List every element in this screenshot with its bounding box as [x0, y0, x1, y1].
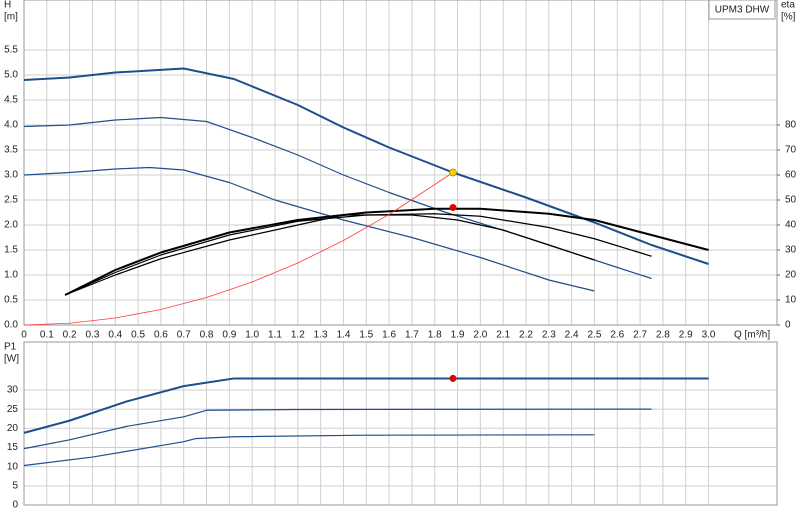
y-axis-label: [m]	[4, 12, 18, 23]
y-tick-label: 4.0	[4, 120, 18, 131]
y2-tick-label: 70	[785, 145, 797, 156]
curve	[23, 172, 454, 326]
x-tick-label: 1.1	[268, 330, 282, 341]
operating-point	[449, 168, 457, 177]
y-tick-label: 2.5	[4, 195, 18, 206]
y-tick-label: 3.5	[4, 145, 18, 156]
y2-tick-label: 30	[785, 245, 797, 256]
y-tick-label: 25	[7, 404, 19, 415]
curve	[23, 166, 595, 292]
x-tick-label: 2.3	[542, 330, 556, 341]
x-tick-label: 1.6	[382, 330, 396, 341]
x-tick-label: 0.2	[63, 330, 77, 341]
y-tick-label: 0.0	[4, 320, 18, 331]
y2-tick-label: 60	[785, 170, 797, 181]
y2-tick-label: 50	[785, 195, 797, 206]
curve	[64, 207, 709, 296]
x-tick-label: 1.2	[291, 330, 305, 341]
x-tick-label: 1.7	[405, 330, 419, 341]
y-axis-label: H	[4, 0, 11, 11]
y-axis-label: [W]	[4, 354, 19, 365]
y2-tick-label: 20	[785, 270, 797, 281]
x-tick-label: 1.4	[337, 330, 351, 341]
x-tick-label: 0.4	[108, 330, 122, 341]
x-tick-label: 0.6	[154, 330, 168, 341]
y-tick-label: 30	[7, 385, 19, 396]
y2-tick-label: 80	[785, 120, 797, 131]
y-tick-label: 0	[12, 500, 18, 511]
x-tick-label: 2.9	[679, 330, 693, 341]
curve	[23, 67, 709, 265]
y-tick-label: 1.5	[4, 245, 18, 256]
operating-point	[449, 374, 457, 382]
y2-axis-label: eta	[781, 0, 795, 11]
x-tick-label: 2.1	[496, 330, 510, 341]
x-tick-label: 1.5	[359, 330, 373, 341]
y2-tick-label: 0	[785, 320, 791, 331]
y-tick-label: 5.5	[4, 45, 18, 56]
y2-axis-label: [%]	[781, 12, 796, 23]
curve	[64, 214, 595, 296]
x-tick-label: 1.0	[245, 330, 259, 341]
y2-tick-label: 40	[785, 220, 797, 231]
y-tick-label: 20	[7, 423, 19, 434]
plot-frame	[23, 341, 778, 506]
curve	[23, 408, 652, 450]
curve	[23, 434, 595, 467]
legend-label: UPM3 DHW	[715, 5, 770, 16]
x-tick-label: 0.9	[222, 330, 236, 341]
y-tick-label: 2.0	[4, 220, 18, 231]
x-tick-label: 0.1	[40, 330, 54, 341]
x-tick-label: 0	[21, 330, 27, 341]
y-axis-label: P1	[4, 342, 17, 353]
y-tick-label: 5	[12, 480, 18, 491]
y-tick-label: 5.0	[4, 70, 18, 81]
x-tick-label: 2.8	[656, 330, 670, 341]
y2-tick-label: 10	[785, 295, 797, 306]
x-tick-label: 2.4	[565, 330, 579, 341]
y-tick-label: 0.5	[4, 295, 18, 306]
legend-box	[708, 0, 776, 20]
x-tick-label: 2.2	[519, 330, 533, 341]
x-tick-label: 0.7	[177, 330, 191, 341]
x-tick-label: 2.5	[588, 330, 602, 341]
y-tick-label: 1.0	[4, 270, 18, 281]
x-axis-label: Q [m³/h]	[734, 330, 770, 341]
curve	[23, 377, 709, 434]
x-tick-label: 3.0	[702, 330, 716, 341]
x-tick-label: 1.8	[428, 330, 442, 341]
x-tick-label: 2.6	[610, 330, 624, 341]
x-tick-label: 1.3	[314, 330, 328, 341]
y-tick-label: 3.0	[4, 170, 18, 181]
operating-point	[449, 204, 457, 211]
x-tick-label: 0.3	[86, 330, 100, 341]
x-tick-label: 2.0	[473, 330, 487, 341]
x-tick-label: 0.8	[200, 330, 214, 341]
y-tick-label: 4.5	[4, 95, 18, 106]
y-tick-label: 10	[7, 461, 19, 472]
x-tick-label: 1.9	[451, 330, 465, 341]
x-tick-label: 0.5	[131, 330, 145, 341]
y-tick-label: 15	[7, 442, 19, 453]
plot-frame	[23, 0, 778, 326]
x-tick-label: 2.7	[633, 330, 647, 341]
